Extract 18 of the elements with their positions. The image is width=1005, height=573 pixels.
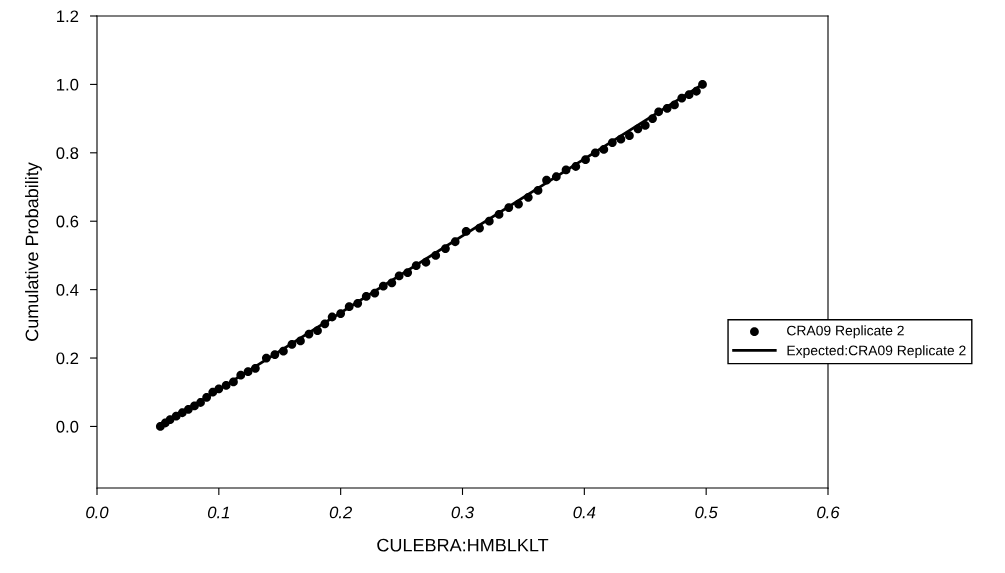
y-tick-label: 0.6 — [56, 215, 79, 228]
legend-label: CRA09 Replicate 2 — [787, 325, 904, 339]
y-tick-label: 0.8 — [56, 147, 79, 160]
x-tick-label: 0.2 — [329, 506, 353, 519]
x-tick-label: 0.0 — [86, 506, 109, 519]
x-tick-label: 0.6 — [817, 506, 840, 519]
legend-label: Expected:CRA09 Replicate 2 — [787, 345, 966, 359]
y-axis-title: Cumulative Probability — [25, 162, 42, 341]
x-tick-label: 0.1 — [207, 506, 230, 519]
x-axis-title: CULEBRA:HMBLKLT — [377, 538, 549, 552]
y-tick-label: 1.2 — [57, 10, 79, 23]
x-tick-label: 0.4 — [573, 506, 596, 519]
x-tick-label: 0.3 — [451, 506, 474, 519]
x-tick-label: 0.5 — [695, 506, 718, 519]
y-tick-label: 0.2 — [56, 352, 79, 365]
y-tick-label: 1.0 — [57, 78, 79, 91]
y-tick-label: 0.4 — [56, 284, 79, 296]
y-tick-label: 0.0 — [56, 420, 79, 433]
